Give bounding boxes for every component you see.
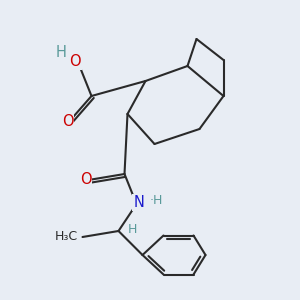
Text: H₃C: H₃C [55, 230, 78, 244]
Text: O: O [62, 114, 73, 129]
Text: H: H [56, 45, 67, 60]
Text: O: O [80, 172, 91, 188]
Text: H: H [127, 223, 137, 236]
Text: ·H: ·H [149, 194, 163, 208]
Text: N: N [134, 195, 144, 210]
Text: O: O [69, 54, 81, 69]
